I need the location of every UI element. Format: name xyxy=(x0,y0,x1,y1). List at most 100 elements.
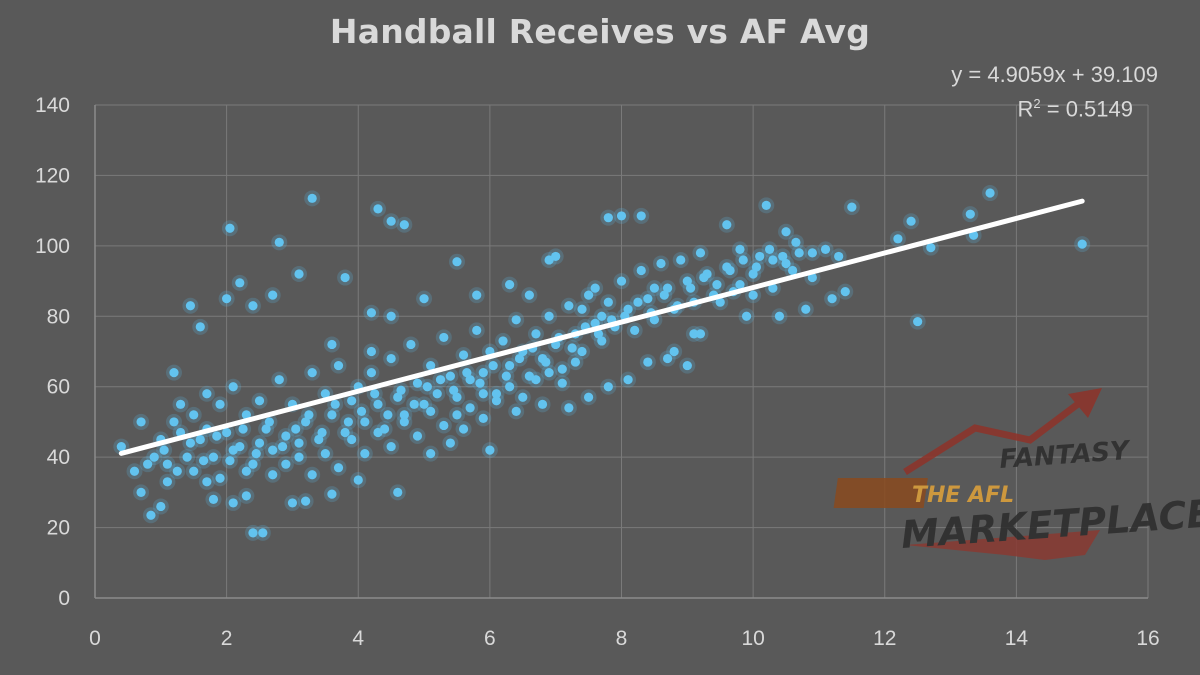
data-point xyxy=(248,459,258,469)
data-point xyxy=(254,438,265,448)
r-squared-symbol: R xyxy=(1017,96,1034,122)
data-point xyxy=(373,204,383,214)
data-point xyxy=(445,438,455,448)
data-point xyxy=(383,410,393,420)
data-point xyxy=(268,470,278,480)
data-point xyxy=(643,294,653,304)
data-point xyxy=(735,244,745,254)
data-point xyxy=(491,389,502,399)
r-squared-label: R2 = 0.5149 xyxy=(1018,96,1134,122)
data-point xyxy=(478,389,488,399)
data-point xyxy=(531,329,541,339)
data-point xyxy=(439,332,449,343)
data-point xyxy=(774,311,785,321)
data-point xyxy=(603,382,613,392)
data-point xyxy=(906,216,916,226)
data-point xyxy=(735,279,745,290)
data-point xyxy=(222,427,232,438)
data-point xyxy=(238,424,248,434)
data-point xyxy=(399,410,409,420)
data-point xyxy=(373,399,383,409)
x-tick-label: 4 xyxy=(352,627,364,650)
data-points xyxy=(113,185,1091,541)
data-point xyxy=(662,283,673,293)
data-point xyxy=(761,200,771,210)
data-point xyxy=(268,445,278,455)
data-point xyxy=(965,209,975,219)
data-point xyxy=(225,223,235,233)
data-point xyxy=(695,329,706,339)
data-point xyxy=(116,441,126,452)
data-point xyxy=(419,399,429,409)
y-axis-tick-labels: 0 20 40 60 80 100 120 140 xyxy=(35,94,70,610)
data-point xyxy=(241,491,251,501)
data-point xyxy=(366,308,377,318)
data-point xyxy=(136,487,146,497)
data-point xyxy=(623,375,633,385)
data-point xyxy=(748,290,758,300)
data-point xyxy=(156,501,166,512)
data-point xyxy=(320,389,330,399)
data-point xyxy=(478,368,488,378)
data-point xyxy=(370,389,380,399)
x-tick-label: 16 xyxy=(1136,627,1159,650)
data-point xyxy=(195,322,205,332)
data-point xyxy=(228,498,238,508)
data-point xyxy=(985,188,995,198)
data-point xyxy=(327,410,337,420)
data-point xyxy=(531,375,541,385)
data-point xyxy=(327,339,337,350)
data-point xyxy=(386,441,396,452)
data-point xyxy=(926,243,936,253)
data-point xyxy=(603,213,613,223)
logo-trend-arrow xyxy=(903,401,1081,475)
data-point xyxy=(820,244,831,254)
y-tick-label: 0 xyxy=(58,587,70,610)
data-point xyxy=(597,336,607,346)
data-point xyxy=(725,265,735,276)
data-point xyxy=(301,496,311,506)
data-point xyxy=(656,258,666,269)
y-tick-label: 80 xyxy=(47,305,70,328)
data-point xyxy=(396,385,406,395)
data-point xyxy=(412,431,423,441)
data-point xyxy=(340,272,350,283)
data-point xyxy=(212,431,222,441)
logo-banner xyxy=(833,478,928,508)
data-point xyxy=(557,364,567,374)
data-point xyxy=(228,445,238,455)
data-point xyxy=(781,258,791,269)
data-point xyxy=(514,353,525,364)
data-point xyxy=(268,290,278,300)
data-point xyxy=(807,272,817,283)
data-point xyxy=(254,396,265,406)
y-tick-label: 40 xyxy=(47,446,70,469)
data-point xyxy=(136,417,146,427)
data-point xyxy=(143,459,153,469)
data-point xyxy=(327,489,337,499)
data-point xyxy=(419,294,429,304)
data-point xyxy=(185,301,196,311)
data-point xyxy=(544,368,554,378)
data-point xyxy=(426,360,436,371)
data-point xyxy=(778,251,788,262)
data-point xyxy=(616,211,627,221)
data-point xyxy=(564,403,574,413)
data-point xyxy=(149,452,159,462)
data-point xyxy=(307,368,317,378)
data-point xyxy=(241,466,251,476)
data-point xyxy=(320,449,330,459)
data-point xyxy=(426,406,436,416)
data-point xyxy=(791,237,801,247)
data-point xyxy=(422,382,432,392)
data-point xyxy=(968,230,979,240)
data-point xyxy=(764,244,775,254)
data-point xyxy=(465,403,475,413)
x-tick-label: 12 xyxy=(873,627,896,650)
data-point xyxy=(689,329,699,339)
data-point xyxy=(659,290,669,300)
data-point xyxy=(340,427,350,438)
data-point xyxy=(330,399,340,409)
